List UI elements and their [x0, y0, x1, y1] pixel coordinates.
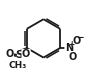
Text: O: O [68, 52, 76, 62]
Text: O: O [73, 36, 81, 46]
Text: −: − [76, 33, 84, 42]
Text: O: O [5, 49, 13, 59]
Text: O: O [22, 49, 30, 59]
Text: +: + [68, 40, 75, 49]
Text: N: N [65, 43, 73, 53]
Text: S: S [15, 50, 23, 60]
Text: CH₃: CH₃ [9, 61, 27, 70]
